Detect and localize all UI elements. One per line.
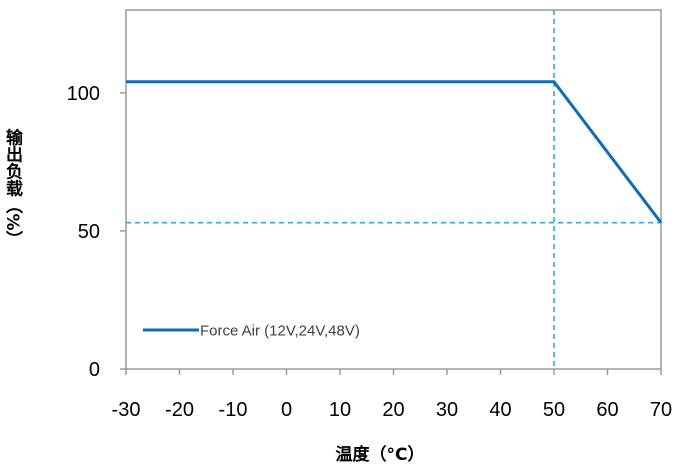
series-line-0 [126, 80, 663, 224]
x-tick-label: -20 [165, 399, 194, 421]
x-axis-title: 温度（°C） [336, 444, 425, 465]
x-axis-ticks: -30 -20 -10 0 10 20 30 40 50 60 70 [112, 369, 672, 421]
y-tick-label: 0 [89, 359, 100, 381]
x-tick-label: 0 [281, 399, 292, 421]
y-tick-label: 50 [78, 221, 100, 243]
x-tick-label: 60 [596, 399, 618, 421]
x-tick-label: -30 [112, 399, 141, 421]
y-tick-label: 100 [67, 83, 100, 105]
reference-lines [126, 10, 661, 369]
plot-area-frame [125, 9, 662, 370]
legend: Force Air (12V,24V,48V) [143, 323, 360, 340]
x-tick-label: 70 [650, 399, 672, 421]
y-axis-title: 输出负载（%） [2, 127, 23, 247]
series-group [126, 80, 663, 224]
y-axis-ticks: 0 50 100 [67, 83, 126, 381]
legend-label: Force Air (12V,24V,48V) [200, 323, 360, 340]
x-tick-label: 10 [329, 399, 351, 421]
x-tick-label: 50 [543, 399, 565, 421]
x-tick-label: 20 [382, 399, 404, 421]
x-tick-label: 30 [436, 399, 458, 421]
x-tick-label: -10 [219, 399, 248, 421]
x-tick-label: 40 [489, 399, 511, 421]
